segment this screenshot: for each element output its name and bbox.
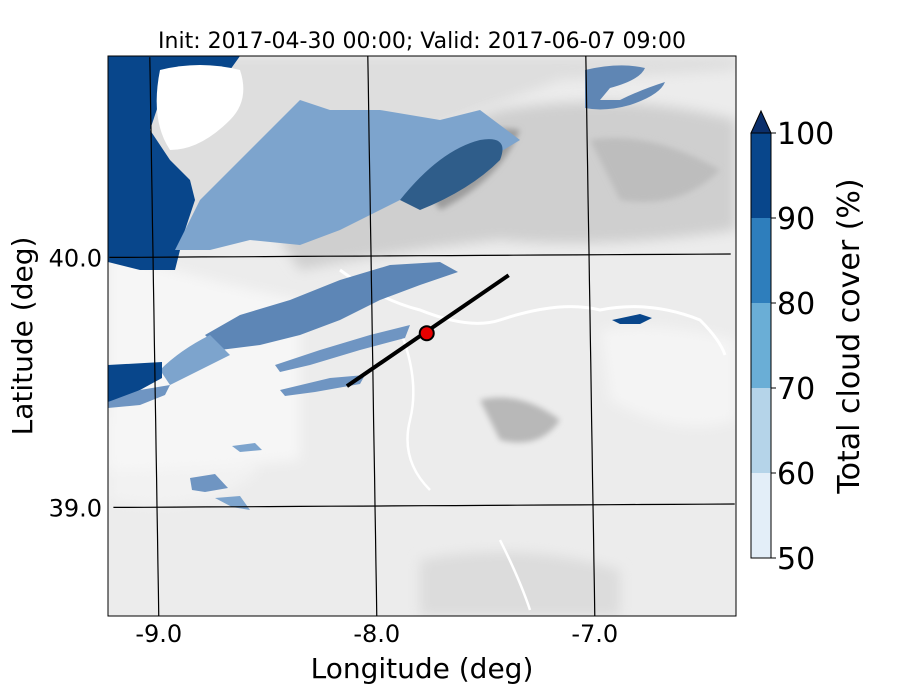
colorbar-segment bbox=[751, 473, 771, 558]
x-tick-labels: -9.0 -8.0 -7.0 bbox=[135, 620, 618, 648]
gridlines bbox=[109, 56, 735, 616]
chart-title: Init: 2017-04-30 00:00; Valid: 2017-06-0… bbox=[158, 29, 686, 54]
colorbar-extend-arrow bbox=[750, 109, 772, 134]
cloud-cover-layer bbox=[108, 56, 665, 510]
cloud-region-northeast-patch bbox=[585, 65, 665, 110]
cloud-region-southwest-streak-2 bbox=[275, 325, 410, 372]
x-tick-label: -8.0 bbox=[353, 620, 400, 648]
y-tick-labels: 40.0 39.0 bbox=[49, 244, 102, 522]
cloud-region-north-central-band bbox=[175, 100, 520, 250]
x-axis-label: Longitude (deg) bbox=[311, 652, 534, 685]
cloud-region-east-small-patch bbox=[612, 314, 652, 324]
colorbar-tick-label: 50 bbox=[777, 542, 815, 577]
colorbar-tick-label: 60 bbox=[777, 457, 815, 492]
colorbar-segment bbox=[751, 133, 771, 218]
x-tick-label: -9.0 bbox=[135, 620, 182, 648]
colorbar-tick-label: 80 bbox=[777, 287, 815, 322]
cloud-region-northwest-coast-band bbox=[108, 56, 240, 270]
cloud-region-southwest-streak-4 bbox=[160, 335, 230, 385]
cloud-region-southwest-streaks bbox=[205, 262, 458, 350]
cloud-region-west-coast-patch bbox=[108, 362, 162, 402]
colorbar-segment bbox=[751, 303, 771, 388]
colorbar: 50 60 70 80 90 100 bbox=[750, 109, 834, 577]
gridline-lon-0 bbox=[149, 57, 160, 616]
cloud-region-south-small-patch-1 bbox=[190, 474, 228, 492]
location-marker bbox=[418, 325, 435, 342]
y-axis-label: Latitude (deg) bbox=[6, 237, 39, 436]
y-tick-label: 39.0 bbox=[49, 494, 102, 522]
colorbar-segment bbox=[751, 388, 771, 473]
colorbar-tick-label: 100 bbox=[777, 117, 834, 152]
cloud-region-southwest-streak-3 bbox=[280, 375, 365, 396]
gridline-lon-2 bbox=[585, 56, 596, 616]
overlay bbox=[345, 273, 510, 388]
colorbar-frame bbox=[750, 132, 772, 559]
cloud-region-west-coast-fringe bbox=[108, 385, 170, 408]
cloud-region-north-central-core bbox=[400, 139, 503, 210]
colorbar-segment bbox=[751, 218, 771, 303]
gridline-lat-0 bbox=[109, 253, 731, 258]
gridline-lon-1 bbox=[367, 56, 378, 616]
colorbar-tick-label: 70 bbox=[777, 372, 815, 407]
gridline-lat-1 bbox=[113, 503, 735, 508]
map-plot-area bbox=[108, 56, 736, 616]
y-tick-label: 40.0 bbox=[49, 244, 102, 272]
x-tick-label: -7.0 bbox=[571, 620, 618, 648]
colorbar-label: Total cloud cover (%) bbox=[832, 178, 867, 494]
cloud-free-area bbox=[156, 65, 244, 150]
cloud-region-south-small-patch-3 bbox=[232, 443, 262, 452]
colorbar-tick-label: 90 bbox=[777, 202, 815, 237]
plot-frame bbox=[107, 55, 737, 617]
